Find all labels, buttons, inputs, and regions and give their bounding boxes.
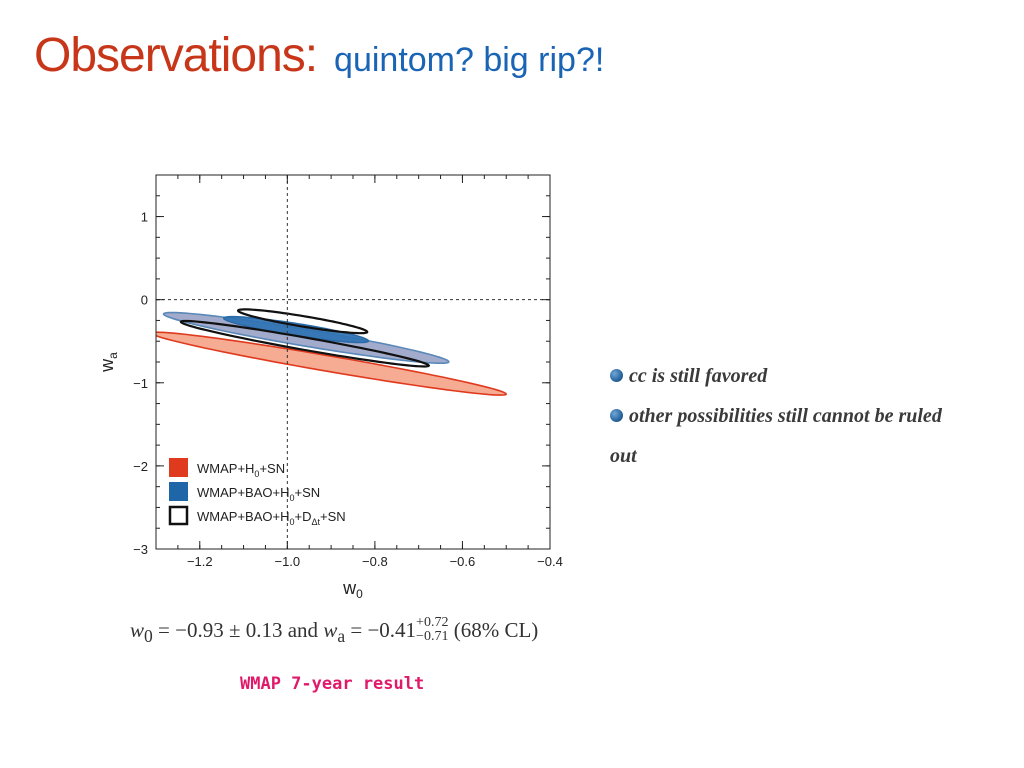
- legend-label-part: 0: [289, 493, 294, 503]
- legend-swatch: [169, 482, 188, 501]
- slide-title: Observations: quintom? big rip?!: [34, 28, 604, 83]
- legend: WMAP+H0+SNWMAP+BAO+H0+SNWMAP+BAO+H0+DΔt+…: [168, 458, 346, 527]
- legend-label: WMAP+BAO+H0+DΔt+SN: [197, 509, 346, 527]
- axes: −1.2 −1.0 −0.8 −0.6 −0.4 1 0 −1 −2 −3 w0 wa: [97, 174, 563, 601]
- legend-label-part: WMAP+BAO+H: [197, 485, 289, 500]
- legend-label-part: WMAP+BAO+H: [197, 509, 289, 524]
- eq-wa-symbol: w: [323, 618, 338, 642]
- note-item: other possibilities still cannot be rule…: [610, 396, 970, 476]
- bullet-icon: [610, 408, 623, 422]
- y-tick-label: −3: [133, 542, 148, 557]
- contour-wmap-bao-h0-d-t-sn-1: [237, 308, 369, 335]
- y-axis-label-sub: a: [106, 352, 120, 359]
- note-text: other possibilities still cannot be rule…: [610, 405, 942, 467]
- eq-w0-symbol: w: [130, 618, 145, 642]
- eq-wa-sub: a: [337, 626, 346, 647]
- note-item: cc is still favored: [610, 356, 970, 396]
- eq-w0-value: = −0.93 ± 0.13 and: [152, 618, 324, 642]
- contour-layer: [156, 308, 508, 396]
- y-tick-label: −1: [133, 376, 148, 391]
- x-tick-label: −0.8: [362, 554, 388, 569]
- legend-swatch: [169, 458, 188, 477]
- x-axis-label: w0: [342, 578, 363, 601]
- slide-title-sub: quintom? big rip?!: [334, 41, 605, 79]
- legend-label-part: 0: [289, 517, 294, 527]
- legend-label-part: 0: [254, 469, 259, 479]
- eq-wa-lower: −0.71: [416, 629, 449, 645]
- legend-label-part: WMAP+H: [197, 461, 254, 476]
- bullet-icon: [610, 368, 623, 382]
- x-tick-label: −0.4: [537, 554, 563, 569]
- legend-label-part: +D: [294, 509, 311, 524]
- reference-lines: [156, 175, 550, 549]
- eq-wa-errors: +0.72 −0.71: [416, 616, 448, 644]
- note-text: cc is still favored: [629, 365, 768, 387]
- contour-wmap-bao-h0-d-t-sn-0: [179, 319, 431, 368]
- result-equation: w0 = −0.93 ± 0.13 and wa = −0.41+0.72 −0.…: [130, 616, 539, 647]
- legend-label-part: +SN: [320, 509, 346, 524]
- y-tick-label: 0: [141, 293, 148, 308]
- legend-label-part: +SN: [294, 485, 320, 500]
- x-tick-label: −1.0: [274, 554, 300, 569]
- x-tick-label: −1.2: [187, 554, 213, 569]
- x-tick-label: −0.6: [450, 554, 476, 569]
- legend-label: WMAP+BAO+H0+SN: [197, 485, 320, 503]
- x-axis-label-sub: 0: [356, 587, 363, 601]
- legend-label: WMAP+H0+SN: [197, 461, 285, 479]
- y-axis-label: wa: [97, 352, 120, 373]
- legend-label-part: Δt: [311, 517, 320, 527]
- legend-label-part: +SN: [259, 461, 285, 476]
- y-tick-label: −2: [133, 459, 148, 474]
- eq-confidence: (68% CL): [448, 618, 539, 642]
- eq-w0-sub: 0: [144, 626, 153, 647]
- legend-swatch: [168, 505, 189, 526]
- y-tick-label: 1: [141, 210, 148, 225]
- eq-wa-value: = −0.41: [345, 618, 417, 642]
- notes-list: cc is still favored other possibilities …: [610, 356, 970, 476]
- figure-caption: WMAP 7-year result: [240, 674, 425, 694]
- contour-wmap-h0-sn-0: [156, 331, 508, 396]
- eq-wa-upper: +0.72: [416, 615, 449, 631]
- slide-title-main: Observations:: [34, 29, 318, 82]
